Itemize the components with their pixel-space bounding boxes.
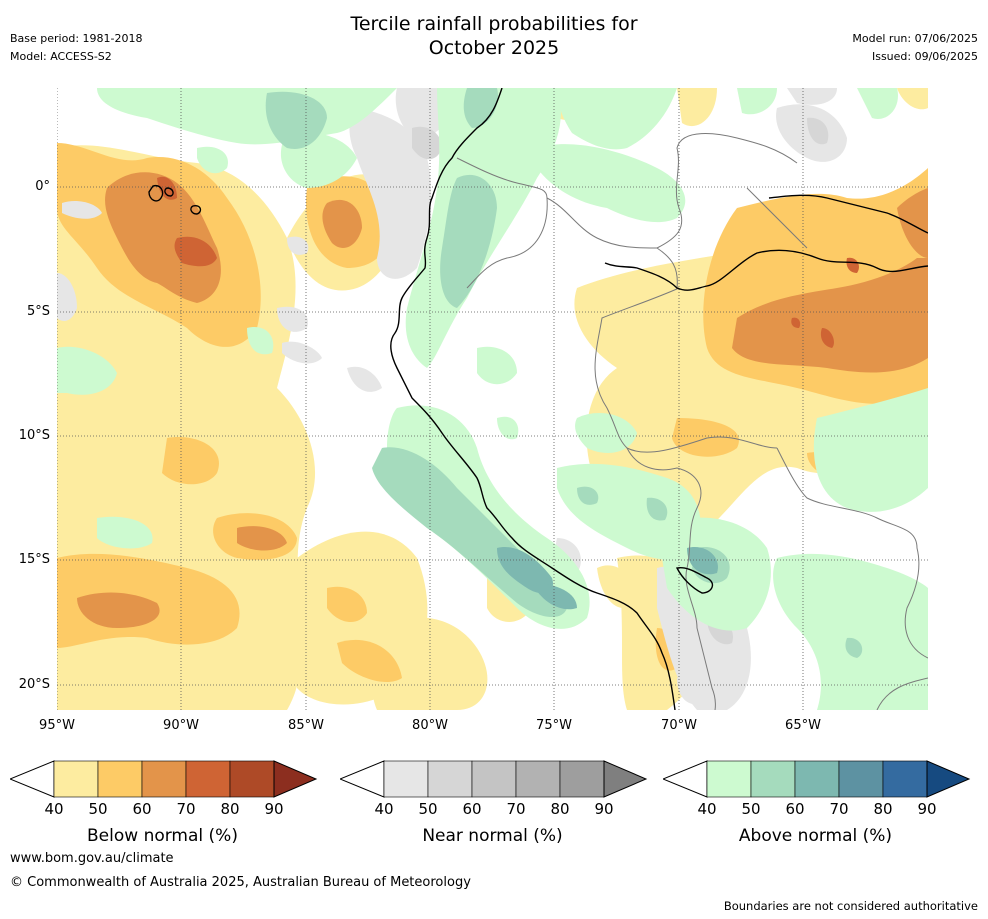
colorbar-tick: 80 xyxy=(220,800,240,818)
colorbar-swatch xyxy=(97,760,143,798)
lat-tick-20s: 20°S xyxy=(18,677,50,692)
colorbar-swatch xyxy=(53,760,99,798)
below-normal-60-70-areas xyxy=(77,172,928,628)
base-period: Base period: 1981-2018 xyxy=(10,32,143,45)
colorbar-swatch xyxy=(882,760,928,798)
colorbar-tick: 40 xyxy=(44,800,64,818)
country-borders xyxy=(456,133,928,710)
colorbar-swatch xyxy=(229,760,275,798)
lon-tick-75w: 75°W xyxy=(536,718,572,733)
colorbar-tick: 50 xyxy=(418,800,438,818)
colorbar-swatch xyxy=(750,760,796,798)
title-line-1: Tercile rainfall probabilities for xyxy=(350,13,638,35)
colorbar-swatch xyxy=(794,760,840,798)
colorbar-extend-high xyxy=(603,760,648,798)
page-title: Tercile rainfall probabilities for Octob… xyxy=(0,12,988,60)
title-line-2: October 2025 xyxy=(428,37,560,59)
header-meta-right: Model run: 07/06/2025 Issued: 09/06/2025 xyxy=(852,30,978,66)
lat-tick-5s: 5°S xyxy=(26,304,50,319)
boundary-disclaimer: Boundaries are not considered authoritat… xyxy=(723,899,978,913)
lon-tick-95w: 95°W xyxy=(39,718,75,733)
colorbar-tick: 70 xyxy=(506,800,526,818)
coastlines xyxy=(148,88,928,710)
colorbar-swatch xyxy=(559,760,605,798)
model-run: Model run: 07/06/2025 xyxy=(852,32,978,45)
colorbar-tick: 50 xyxy=(88,800,108,818)
lat-tick-10s: 10°S xyxy=(18,428,50,443)
above-normal-60-70-areas xyxy=(497,547,718,610)
colorbar-extend-low xyxy=(663,760,708,798)
lat-tick-15s: 15°S xyxy=(18,552,50,567)
colorbar-below-normal xyxy=(10,760,318,798)
colorbar-above-normal xyxy=(663,760,971,798)
colorbar-tick: 90 xyxy=(594,800,614,818)
colorbar-extend-low xyxy=(340,760,385,798)
header-meta-left: Base period: 1981-2018 Model: ACCESS-S2 xyxy=(10,30,142,66)
lon-tick-65w: 65°W xyxy=(785,718,821,733)
colorbar-swatch xyxy=(838,760,884,798)
colorbar-tick: 90 xyxy=(264,800,284,818)
colorbar-extend-high xyxy=(926,760,971,798)
colorbar-tick: 40 xyxy=(697,800,717,818)
lon-tick-85w: 85°W xyxy=(288,718,324,733)
lon-tick-70w: 70°W xyxy=(661,718,697,733)
colorbar-swatch xyxy=(427,760,473,798)
website-link[interactable]: www.bom.gov.au/climate xyxy=(10,851,174,866)
above-normal-40-50-areas xyxy=(57,88,928,710)
colorbar-tick: 70 xyxy=(829,800,849,818)
lat-tick-0: 0° xyxy=(35,179,50,194)
colorbar-tick: 80 xyxy=(550,800,570,818)
lon-tick-90w: 90°W xyxy=(163,718,199,733)
legend-title-above-normal: Above normal (%) xyxy=(738,826,893,846)
colorbar-tick: 70 xyxy=(176,800,196,818)
below-normal-70-80-areas xyxy=(157,176,859,348)
colorbar-tick: 60 xyxy=(785,800,805,818)
legend-title-near-normal: Near normal (%) xyxy=(422,826,563,846)
colorbar-swatch xyxy=(185,760,231,798)
model-name: Model: ACCESS-S2 xyxy=(10,50,112,63)
colorbar-extend-high xyxy=(273,760,318,798)
issued-date: Issued: 09/06/2025 xyxy=(871,50,978,63)
rainfall-probability-map xyxy=(57,88,928,710)
legend-title-below-normal: Below normal (%) xyxy=(87,826,238,846)
colorbar-tick: 60 xyxy=(132,800,152,818)
colorbar-swatch xyxy=(471,760,517,798)
lon-tick-80w: 80°W xyxy=(412,718,448,733)
colorbar-tick: 40 xyxy=(374,800,394,818)
colorbar-tick: 90 xyxy=(917,800,937,818)
colorbar-tick: 50 xyxy=(741,800,761,818)
colorbar-near-normal xyxy=(340,760,648,798)
graticule xyxy=(57,88,928,710)
colorbar-swatch xyxy=(515,760,561,798)
colorbar-swatch xyxy=(141,760,187,798)
copyright-text: © Commonwealth of Australia 2025, Austra… xyxy=(10,875,471,890)
colorbar-swatch xyxy=(706,760,752,798)
colorbar-tick: 60 xyxy=(462,800,482,818)
colorbar-tick: 80 xyxy=(873,800,893,818)
colorbar-swatch xyxy=(383,760,429,798)
colorbar-extend-low xyxy=(10,760,55,798)
